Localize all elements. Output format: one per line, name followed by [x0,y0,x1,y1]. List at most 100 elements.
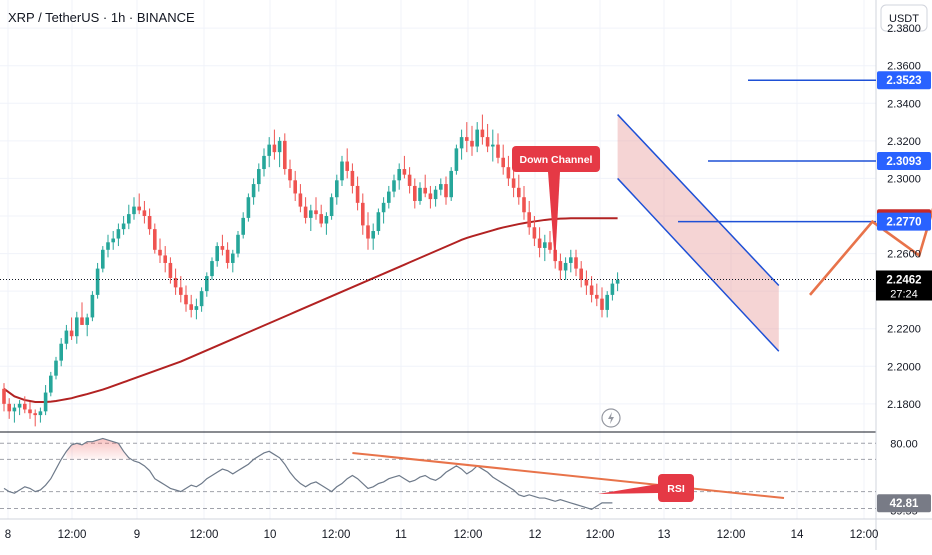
candle-body [418,187,422,201]
candle-body [106,242,110,250]
candle-body [7,403,11,412]
time-tick-label: 12:00 [58,529,87,541]
candle [121,216,126,235]
time-tick-label: 12:00 [717,529,746,541]
candle-body [543,242,547,248]
time-tick-label: 12:00 [850,529,879,541]
candle-body [402,169,407,175]
candle [127,204,131,230]
candle-body [335,180,339,198]
candle-body [569,257,573,263]
candle-body [366,225,370,239]
candle [277,137,282,168]
ma-line [3,217,618,403]
time-tick-label: 11 [395,529,407,541]
candle-body [173,277,178,288]
candle-body [215,246,219,262]
candle-body [376,212,381,232]
channel-upper-line[interactable] [617,114,780,287]
candle-body [184,294,188,305]
time-axis[interactable]: 8 12:00 9 12:00 10 12:00 11 12:00 12 12:00 13 12:00… [5,529,879,541]
candle [137,193,141,215]
candle [413,178,417,209]
time-tick-label: 10 [264,529,277,541]
rsi-axis[interactable]: 80.0039.5542.81 [877,438,931,517]
candle-body [350,170,355,186]
down-channel-callout[interactable]: Down Channel [512,146,600,264]
price-badge-box [877,151,931,170]
candle-body [558,261,563,271]
candle [257,163,261,192]
lightning-icon [608,412,614,424]
candle-body [142,210,147,216]
candle-body [277,140,282,153]
candle-body [225,249,230,263]
candle [251,178,256,205]
price-tick-label: 2.2000 [887,361,921,373]
candle [158,238,162,263]
candle [449,167,453,201]
candle-body [532,227,537,239]
candle-body [527,212,531,228]
candle-body [101,249,105,269]
candle-body [501,157,505,168]
candle-body [85,317,89,325]
moving-average [3,217,618,403]
candle [49,371,53,397]
candle [392,174,396,198]
candle-body [324,216,329,224]
symbol-title[interactable]: XRP / TetherUS · 1h · BINANCE [8,10,195,25]
candle [283,133,287,175]
candle-body [548,242,552,250]
time-tick-label: 12:00 [190,529,219,541]
rsi-divergence-line[interactable] [352,451,785,500]
candle [189,294,193,318]
candle [298,184,303,213]
candle [163,246,167,273]
candle [194,298,199,320]
candle-body [236,234,240,254]
candle-body [433,189,438,200]
candle [314,197,318,220]
candle-body [95,268,100,295]
candle [454,144,459,175]
rsi-callout[interactable]: RSI [598,474,694,502]
projection-line[interactable] [809,80,932,296]
candle [38,407,43,423]
candle-body [23,403,27,410]
candle [231,249,235,273]
candle-body [329,197,334,216]
candle-body [293,180,297,194]
candle-body [579,268,583,280]
candle [267,137,271,168]
candle-body [17,403,22,408]
candle [324,212,329,235]
projection-path[interactable] [809,80,932,296]
candle-body [371,231,375,239]
candle-body [49,375,53,393]
event-marker-icon[interactable] [601,408,621,428]
candle [418,182,422,205]
candle [293,170,297,201]
candle [517,174,521,205]
candle [262,148,266,177]
channel-lower-line[interactable] [617,177,780,352]
price-tick-label: 2.2600 [887,249,921,261]
target-levels[interactable] [678,79,876,223]
candle [506,155,511,186]
candle-body [75,317,79,337]
candle-body [262,155,266,170]
candle-body [303,206,308,218]
channel-fill [617,114,779,352]
candle [361,193,365,235]
rsi-line [3,437,613,510]
candle [480,114,485,145]
down-channel[interactable] [617,114,780,352]
candle-body [340,161,344,181]
candle-body [38,411,43,416]
currency-button[interactable]: USDT [880,4,928,32]
candle-body [392,180,396,192]
price-tick-label: 2.3000 [887,173,921,185]
